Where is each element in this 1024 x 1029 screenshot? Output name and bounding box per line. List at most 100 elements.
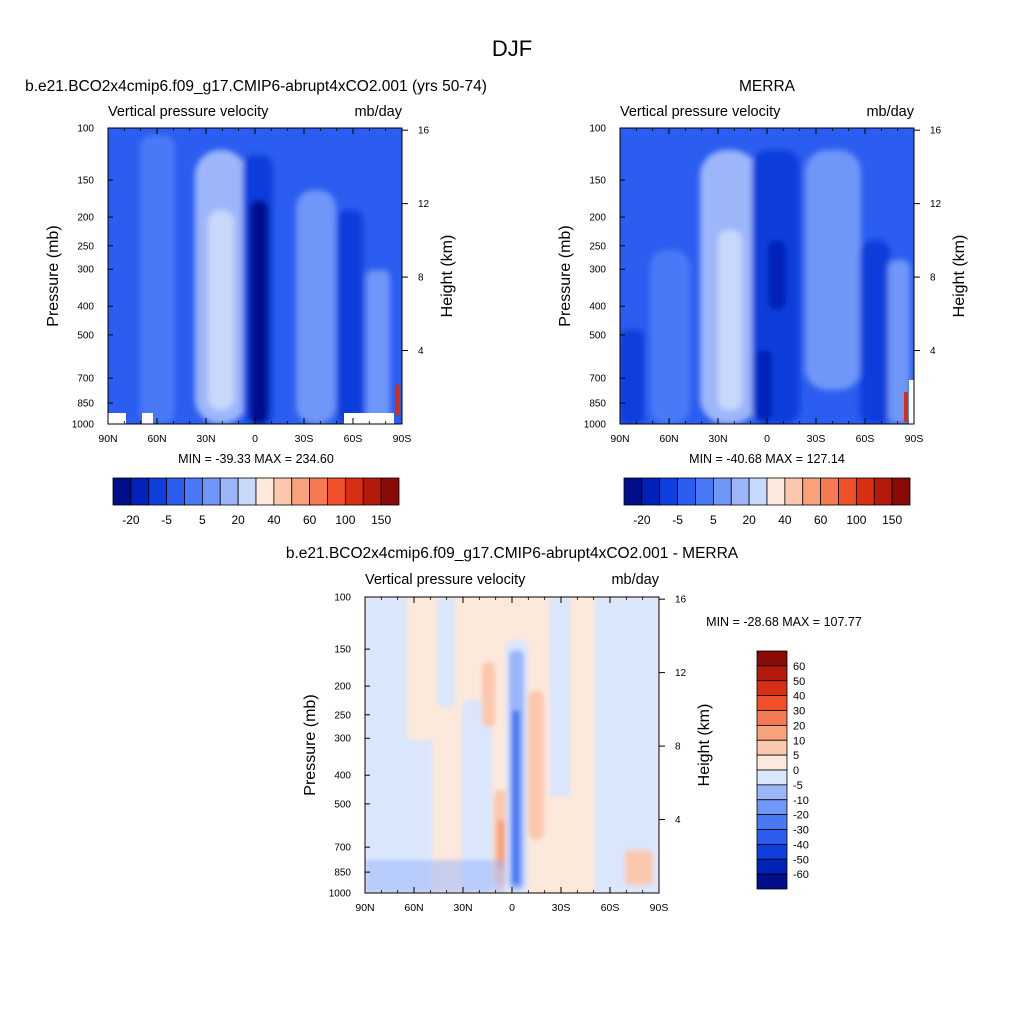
colorbar-box [309, 477, 328, 506]
y-tick-label: 250 [77, 241, 94, 252]
band-south-desc [296, 190, 336, 424]
x-tick-label: 90N [355, 902, 374, 914]
band-south-asc [337, 210, 363, 424]
colorbar-box [255, 477, 275, 506]
colorbar-box [184, 477, 203, 506]
x-tick-label: 90N [98, 433, 117, 445]
y-axis-title: Pressure (mb) [45, 225, 62, 326]
y-right-tick-label: 12 [675, 668, 687, 679]
colorbar-label: 5 [199, 513, 206, 527]
y-right-tick-label: 12 [418, 199, 430, 210]
colorbar-label: 20 [742, 513, 756, 527]
y-tick-label: 300 [334, 734, 351, 745]
colorbar-label: 20 [231, 513, 245, 527]
colorbar-box [327, 477, 346, 506]
colorbar-box [756, 843, 788, 860]
colorbar-label: -5 [793, 780, 803, 792]
surface-spike [904, 392, 908, 422]
y-tick-label: 400 [589, 302, 606, 313]
colorbar-box [784, 477, 804, 506]
axes: 90N 60N 30N 0 30S 60S 90S 100 150 200 250 300 400 500… [45, 124, 456, 446]
band-30n-neg [437, 597, 455, 707]
surface-spike [395, 385, 399, 415]
band-10s-pos [528, 690, 544, 840]
band-itcz-core [768, 240, 786, 310]
x-tick-label: 30S [295, 433, 314, 445]
colorbar-box [838, 477, 857, 506]
x-tick-label: 60S [856, 433, 875, 445]
colorbar-box [756, 680, 788, 697]
colorbar-box [148, 477, 168, 506]
colorbar-label: 60 [814, 513, 828, 527]
panel-merra: MERRA Vertical pressure velocity mb/day … [557, 78, 968, 527]
page-title: DJF [492, 36, 532, 61]
colorbar-box [756, 873, 788, 890]
colorbar-label: 50 [793, 676, 805, 688]
y-tick-label: 100 [589, 124, 606, 135]
x-tick-label: 60N [659, 433, 678, 445]
colorbar-label: -5 [161, 513, 172, 527]
colorbar-box [766, 477, 786, 506]
stats-text: MIN = -40.68 MAX = 127.14 [689, 452, 845, 466]
y-tick-label: 300 [77, 265, 94, 276]
colorbar-label: -20 [122, 513, 140, 527]
y-tick-label: 850 [334, 868, 351, 879]
panel-title: MERRA [739, 78, 796, 95]
band-polar-north [620, 330, 644, 424]
y-tick-label: 700 [334, 843, 351, 854]
y-tick-label: 500 [334, 799, 351, 810]
y-tick-label: 150 [77, 176, 94, 187]
colorbar-label: -60 [793, 869, 809, 881]
y-tick-label: 200 [589, 213, 606, 224]
colorbar-box [756, 799, 788, 816]
colorbar-box [237, 477, 257, 506]
x-tick-label: 60S [344, 433, 363, 445]
x-tick-label: 90S [650, 902, 669, 914]
band-near-surf-neg [365, 860, 505, 893]
contour-field [365, 597, 659, 893]
band-25s-neg [550, 597, 570, 797]
colorbar-label: 100 [335, 513, 355, 527]
y-tick-label: 700 [589, 374, 606, 385]
colorbar-label: 60 [303, 513, 317, 527]
colorbar-label: 60 [793, 661, 805, 673]
colorbar-box [891, 477, 911, 506]
panel-model: b.e21.BCO2x4cmip6.f09_g17.CMIP6-abrupt4x… [25, 78, 487, 527]
colorbar-box [873, 477, 893, 506]
axes: 90N 60N 30N 0 30S 60S 90S 100 150 200 250 300 400 500… [557, 124, 968, 446]
y-right-tick-label: 8 [675, 742, 681, 753]
colorbar-box [756, 650, 788, 667]
y-right-tick-label: 4 [418, 346, 424, 357]
y-tick-label: 300 [589, 265, 606, 276]
colorbar-box [344, 477, 364, 506]
y-tick-label: 500 [589, 330, 606, 341]
y-right-axis-title: Height (km) [696, 704, 713, 787]
x-tick-label: 0 [509, 902, 515, 914]
colorbar-label: 100 [846, 513, 866, 527]
panel-title: b.e21.BCO2x4cmip6.f09_g17.CMIP6-abrupt4x… [25, 78, 487, 95]
colorbar-box [756, 769, 788, 786]
band-itcz-core [250, 200, 268, 424]
band-itcz-low [756, 350, 772, 420]
colorbar-box [695, 477, 714, 506]
y-right-tick-label: 8 [418, 273, 424, 284]
surface-gap [909, 380, 914, 424]
colorbar-label: -20 [793, 810, 809, 822]
colorbar-box [756, 665, 788, 682]
band-polar-south [888, 260, 910, 424]
x-tick-label: 60N [147, 433, 166, 445]
band-midlat-north [650, 250, 690, 424]
colorbar-box [362, 477, 382, 506]
colorbar-box [166, 477, 185, 506]
colorbar-label: 5 [793, 750, 799, 762]
colorbar-box [820, 477, 839, 506]
colorbar-label: 5 [710, 513, 717, 527]
surface-gap-3 [344, 413, 394, 424]
y-tick-label: 700 [77, 374, 94, 385]
x-tick-label: 30N [453, 902, 472, 914]
contour-field [620, 128, 914, 424]
colorbar-label: 20 [793, 720, 805, 732]
colorbar-label: 10 [793, 735, 805, 747]
colorbar-box [623, 477, 643, 506]
contour-field [108, 128, 402, 424]
